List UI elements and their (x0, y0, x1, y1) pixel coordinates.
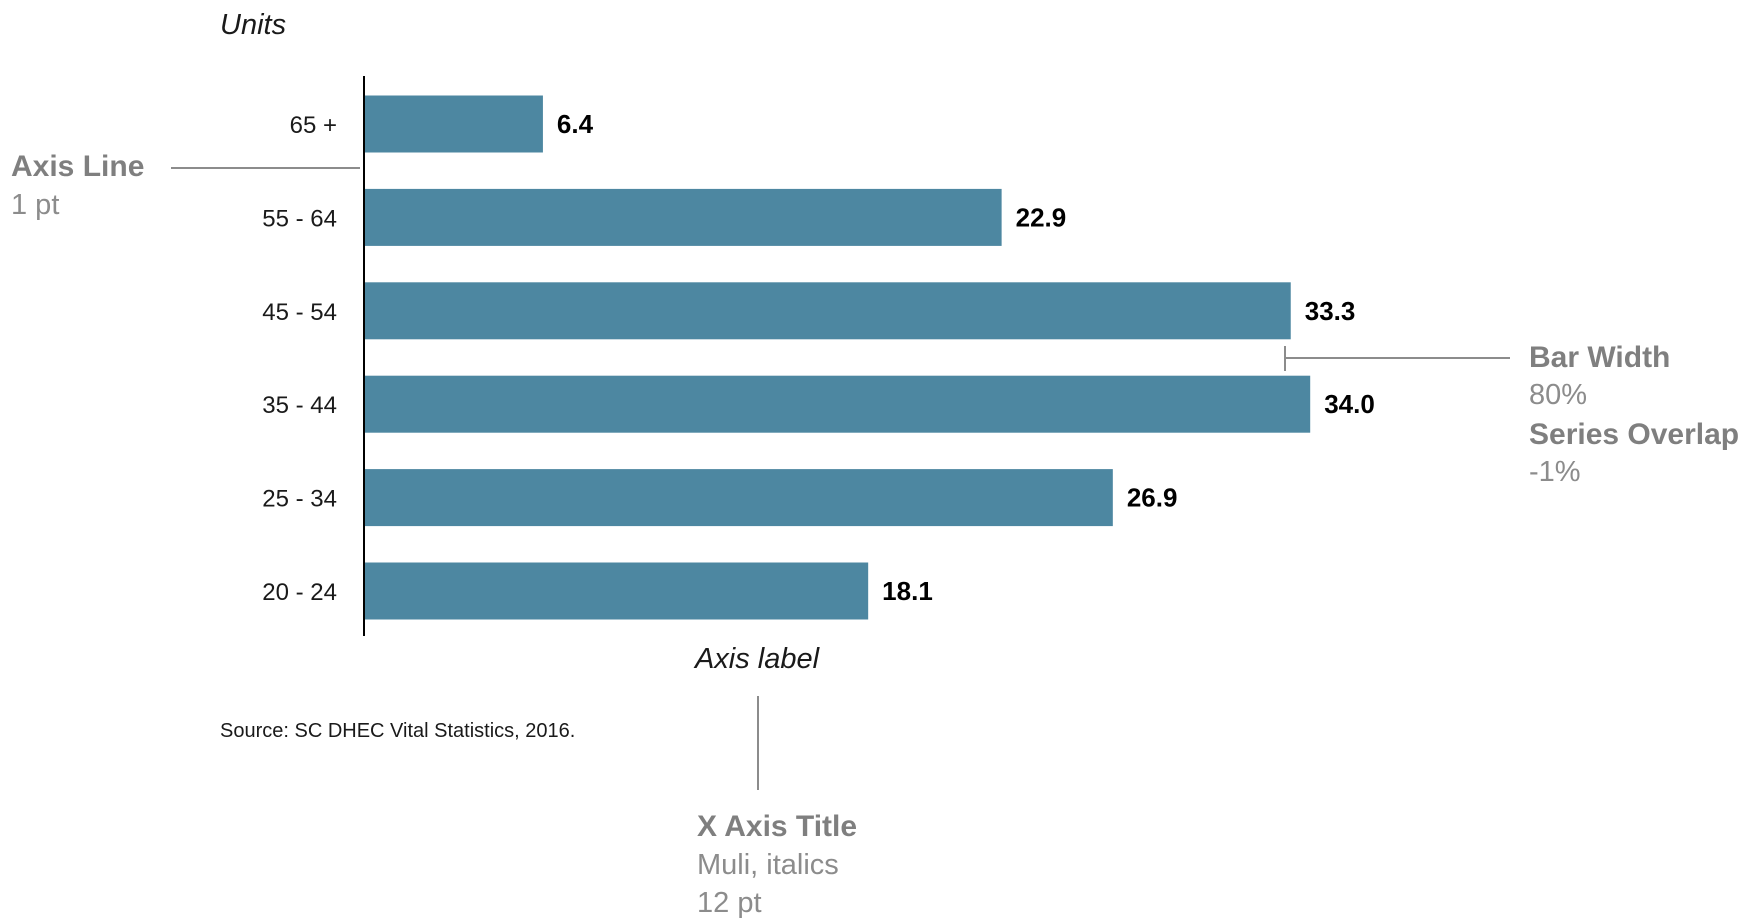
category-label-5: 20 - 24 (262, 579, 337, 606)
category-label-0: 65 + (290, 112, 337, 139)
bar-width-annotation-detail: 80% (1529, 379, 1587, 411)
bar-width-annotation-title: Bar Width (1529, 341, 1670, 374)
bar-0 (365, 95, 543, 153)
value-label-4: 26.9 (1127, 483, 1178, 513)
value-labels: 6.4 22.9 33.3 34.0 26.9 18.1 (557, 109, 1375, 606)
axis-line-annotation-title: Axis Line (11, 150, 144, 183)
x-axis-title-annotation-title: X Axis Title (697, 810, 857, 843)
axis-line-annotation-detail: 1 pt (11, 189, 59, 221)
bar-5 (365, 562, 869, 620)
bar-1 (365, 188, 1002, 246)
category-label-4: 25 - 34 (262, 486, 337, 513)
value-label-3: 34.0 (1324, 389, 1375, 419)
category-label-1: 55 - 64 (262, 205, 337, 232)
value-label-5: 18.1 (882, 576, 933, 606)
bar-4 (365, 469, 1113, 527)
units-label: Units (220, 9, 286, 41)
category-label-2: 45 - 54 (262, 299, 337, 326)
value-label-0: 6.4 (557, 109, 594, 139)
bar-2 (365, 282, 1291, 340)
category-label-3: 35 - 44 (262, 392, 337, 419)
x-axis-label: Axis label (693, 643, 821, 675)
x-axis-title-annotation-size: 12 pt (697, 887, 762, 919)
series-overlap-annotation-title: Series Overlap (1529, 418, 1739, 451)
series-overlap-annotation-detail: -1% (1529, 456, 1581, 488)
bars-group (365, 95, 1311, 620)
x-axis-title-annotation-detail: Muli, italics (697, 849, 839, 881)
bar-3 (365, 375, 1311, 433)
value-label-2: 33.3 (1305, 296, 1356, 326)
source-note: Source: SC DHEC Vital Statistics, 2016. (220, 720, 575, 742)
category-labels: 65 + 55 - 64 45 - 54 35 - 44 25 - 34 20 - 24 (262, 112, 337, 606)
value-label-1: 22.9 (1016, 202, 1067, 232)
